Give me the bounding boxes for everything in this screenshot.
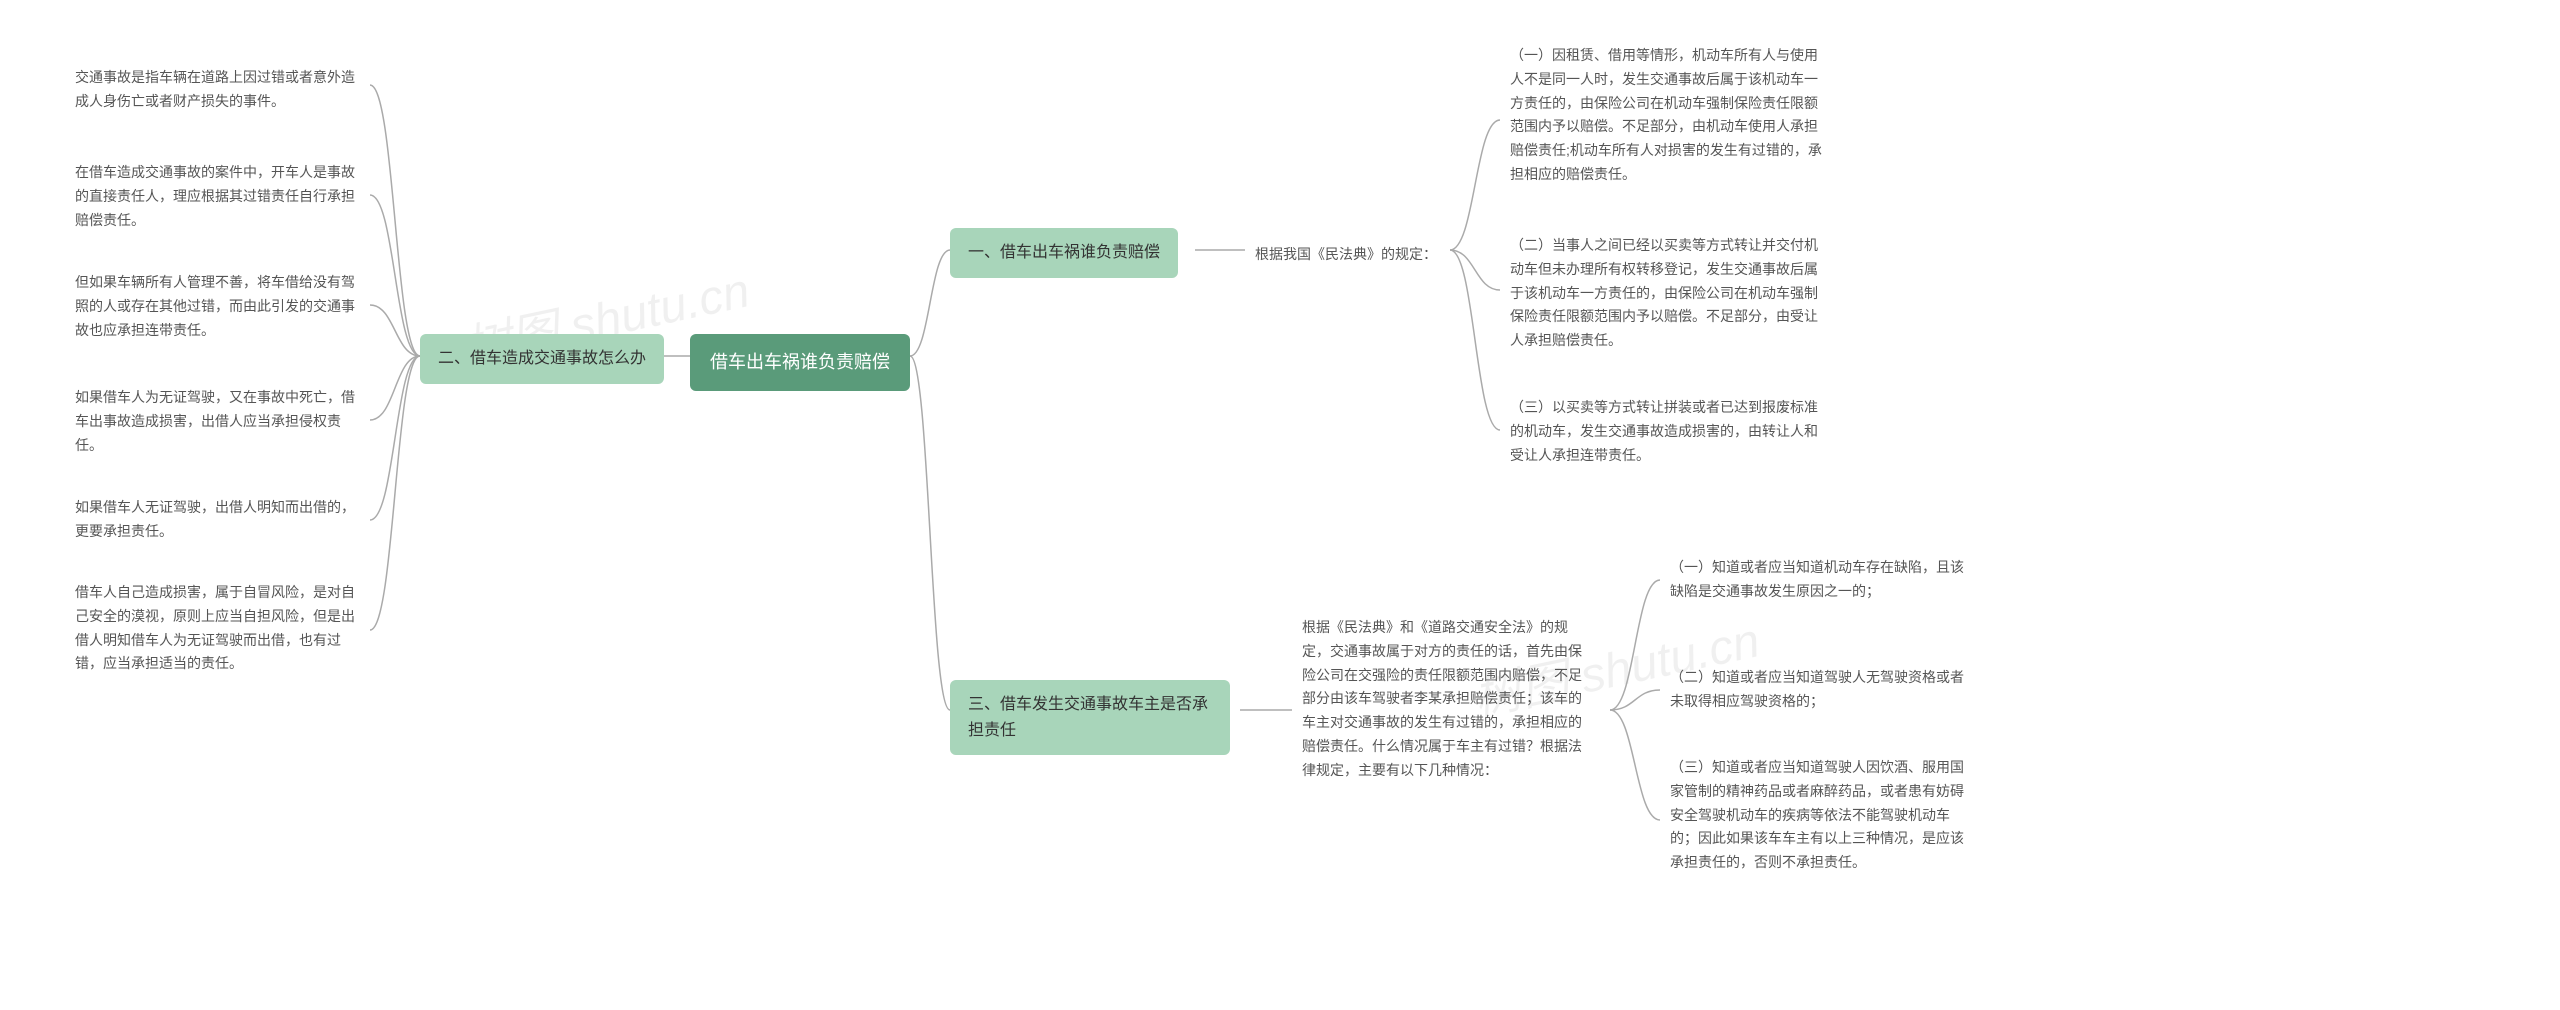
branch-2[interactable]: 二、借车造成交通事故怎么办 (420, 334, 664, 384)
branch-3-leaf-1[interactable]: （一）知道或者应当知道机动车存在缺陷，且该缺陷是交通事故发生原因之一的； (1660, 550, 1980, 610)
branch-1[interactable]: 一、借车出车祸谁负责赔偿 (950, 228, 1178, 278)
branch-2-leaf-1[interactable]: 交通事故是指车辆在道路上因过错或者意外造成人身伤亡或者财产损失的事件。 (65, 60, 365, 120)
branch-2-leaf-4[interactable]: 如果借车人为无证驾驶，又在事故中死亡，借车出事故造成损害，出借人应当承担侵权责任… (65, 380, 365, 463)
branch-1-leaf-3[interactable]: （三）以买卖等方式转让拼装或者已达到报废标准的机动车，发生交通事故造成损害的，由… (1500, 390, 1840, 473)
branch-1-leaf-1[interactable]: （一）因租赁、借用等情形，机动车所有人与使用人不是同一人时，发生交通事故后属于该… (1500, 38, 1840, 193)
branch-3-leaf-2[interactable]: （二）知道或者应当知道驾驶人无驾驶资格或者未取得相应驾驶资格的； (1660, 660, 1980, 720)
branch-2-leaf-2[interactable]: 在借车造成交通事故的案件中，开车人是事故的直接责任人，理应根据其过错责任自行承担… (65, 155, 365, 238)
branch-2-leaf-5[interactable]: 如果借车人无证驾驶，出借人明知而出借的，更要承担责任。 (65, 490, 365, 550)
branch-3-leaf-3[interactable]: （三）知道或者应当知道驾驶人因饮酒、服用国家管制的精神药品或者麻醉药品，或者患有… (1660, 750, 1980, 881)
branch-1-leaf-2[interactable]: （二）当事人之间已经以买卖等方式转让并交付机动车但未办理所有权转移登记，发生交通… (1500, 228, 1840, 359)
branch-3-sub[interactable]: 根据《民法典》和《道路交通安全法》的规定，交通事故属于对方的责任的话，首先由保险… (1292, 610, 1602, 789)
branch-1-sub[interactable]: 根据我国《民法典》的规定： (1245, 237, 1447, 273)
mindmap-container: 借车出车祸谁负责赔偿 一、借车出车祸谁负责赔偿 根据我国《民法典》的规定： （一… (0, 0, 2560, 1010)
root-node[interactable]: 借车出车祸谁负责赔偿 (690, 334, 910, 391)
branch-3[interactable]: 三、借车发生交通事故车主是否承担责任 (950, 680, 1230, 755)
branch-2-leaf-3[interactable]: 但如果车辆所有人管理不善，将车借给没有驾照的人或存在其他过错，而由此引发的交通事… (65, 265, 365, 348)
branch-2-leaf-6[interactable]: 借车人自己造成损害，属于自冒风险，是对自己安全的漠视，原则上应当自担风险，但是出… (65, 575, 365, 682)
